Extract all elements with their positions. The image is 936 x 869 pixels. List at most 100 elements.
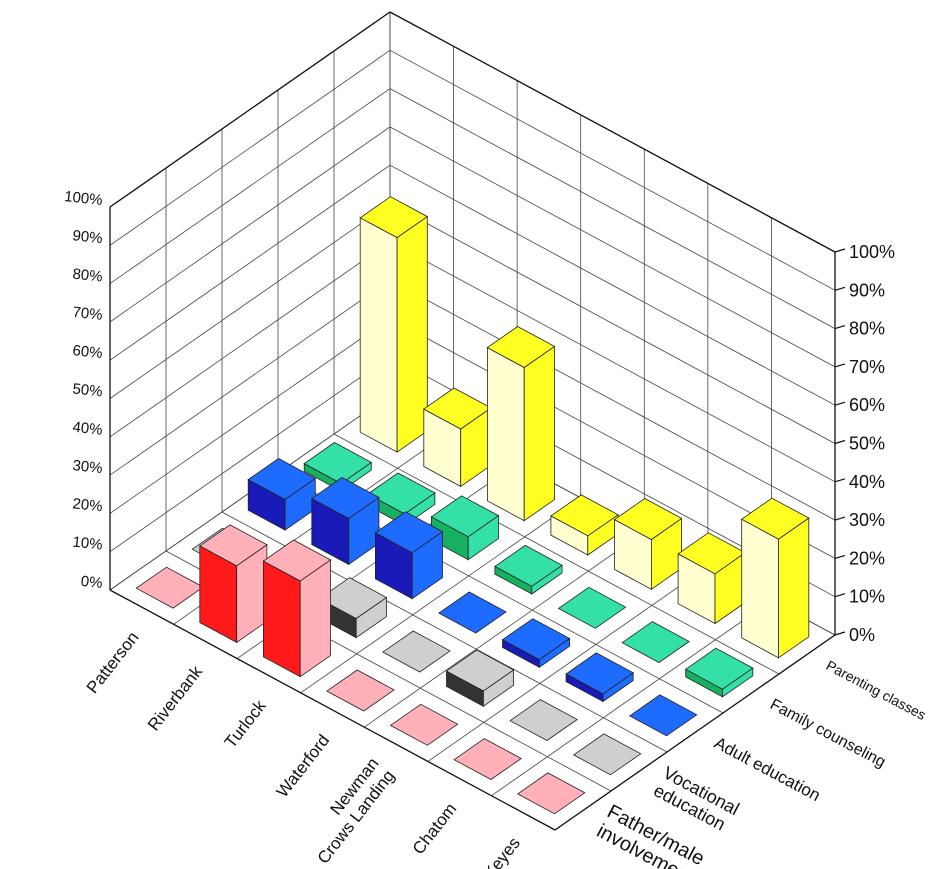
y-tick-label-left: 80% [72,266,104,286]
y-tick-mark-right [834,516,846,521]
bar-top-face [501,618,571,661]
bar-top-face [486,326,556,368]
bar [438,591,507,634]
left-wall-gridline [109,88,391,284]
y-tick-mark-right [834,593,846,598]
back-wall-gridline [389,279,836,521]
bar [740,497,810,659]
bar [359,196,429,453]
bar-top-face [247,458,317,500]
y-tick-label-left: 90% [72,227,104,247]
bar [453,738,522,780]
bar [494,544,563,595]
bar [135,566,205,609]
back-wall-gridline [389,88,836,329]
bar [311,477,380,566]
left-wall-gridline [109,241,391,438]
back-wall-gridline [389,203,836,444]
left-wall-gridline [109,318,391,514]
y-tick-label-right: 20% [849,548,885,568]
floor-line [300,497,581,694]
bar [509,699,578,741]
y-tick-label-left: 10% [72,534,104,554]
bar-tile [516,772,586,815]
bar [621,621,690,663]
series-label: Parenting classes [824,657,929,723]
bar [572,733,642,776]
left-wall-gridline [109,164,391,361]
bar-tile [509,699,578,741]
y-tick-label-left: 60% [72,342,104,362]
floor-line [491,600,772,797]
bar [423,387,492,488]
bar [628,694,698,737]
bar-top-face [565,652,634,695]
bars [135,196,810,815]
left-wall-gridline [109,356,391,553]
y-tick-label-right: 0% [849,625,875,645]
y-tick-mark-right [834,439,846,445]
y-tick-label-left: 70% [72,304,104,324]
bar [565,652,634,703]
y-tick-label-left: 20% [72,495,104,515]
series-label: Vocationaleducation [650,763,742,837]
bar [557,586,627,629]
bar [445,649,515,708]
bar-top-face [740,497,810,540]
floor-line [333,433,780,675]
bar-side-face [778,517,810,659]
y-tick-labels: 0% 0% 10% 10% 20% 20% 30% 30% 40% 40% 50% 50% 60% 60%… [63,188,895,645]
category-label-line: Keyes [480,834,524,869]
series-labels: Father/maleinvolvementVocationaleducatio… [593,657,929,869]
y-tick-mark-right [834,286,846,291]
bar-top-face [684,647,754,690]
bar-tile [135,566,205,609]
y-tick-label-right: 100% [849,242,895,262]
series-label-line: Family counseling [767,696,888,771]
bar-front-face [359,217,398,453]
y-tick-label-right: 10% [849,587,885,607]
y-tick-label-right: 90% [849,280,885,300]
category-label: Turlock [221,696,270,752]
y-tick-mark-right [834,363,846,368]
bar [374,511,444,600]
bar-top-face [550,494,619,537]
axis-line [554,634,836,831]
y-tick-label-right: 50% [849,434,885,454]
bar [247,458,317,531]
bar [382,630,451,673]
category-label-line: Waterford [273,731,334,801]
series-label-line: Parenting classes [824,657,929,723]
y-tick-label-right: 60% [849,395,885,415]
bar-tile [453,738,522,780]
bar-tile [438,591,507,634]
bar [389,703,459,746]
y-tick-mark-right [834,325,846,330]
category-label-line: Riverbank [144,662,206,734]
back-wall-gridline [389,126,836,368]
left-wall-gridline [109,279,391,476]
axis-line [109,11,391,208]
bar-tile [389,703,459,746]
bar-top-face [445,649,515,692]
y-tick-mark-right [834,631,846,636]
bar [326,669,395,712]
back-wall-gridline [389,241,836,483]
back-wall-gridline [389,49,836,291]
bar-tile [628,694,698,737]
bar-top-face [430,495,500,538]
y-tick-label-left: 30% [72,457,104,477]
category-label-line: Patterson [83,628,143,697]
bar-top-face [613,498,683,540]
y-tick-label-left: 40% [72,419,104,439]
floor-line [364,531,645,728]
bar-top-face [303,442,373,484]
y-tick-label-right: 40% [849,472,885,492]
y-tick-label-right: 30% [849,510,885,530]
left-wall-gridline [109,203,391,399]
axis-line [389,11,836,253]
y-tick-label-left: 0% [80,573,103,592]
category-label: Keyes [480,834,524,869]
bar-front-face [486,346,525,522]
